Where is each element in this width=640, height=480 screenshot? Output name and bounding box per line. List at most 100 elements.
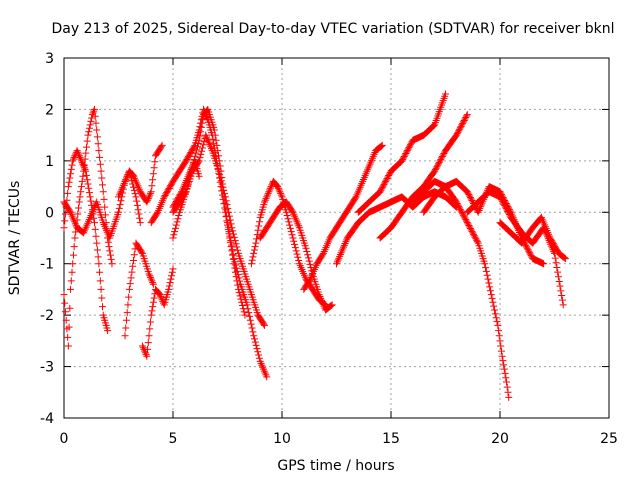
data-point xyxy=(291,244,299,252)
data-point xyxy=(248,256,256,264)
data-point xyxy=(142,351,150,359)
data-point xyxy=(157,294,165,302)
data-point xyxy=(255,351,263,359)
data-point xyxy=(438,154,446,162)
data-point xyxy=(144,196,152,204)
data-point xyxy=(88,111,96,119)
data-point xyxy=(454,201,462,209)
data-point xyxy=(470,232,478,240)
data-point xyxy=(295,257,303,264)
data-point xyxy=(266,184,274,192)
data-point xyxy=(247,260,255,268)
data-point xyxy=(229,227,237,235)
data-point xyxy=(218,180,226,188)
data-point xyxy=(158,141,166,149)
data-point xyxy=(382,176,390,184)
data-point xyxy=(385,172,393,180)
x-tick-label: 0 xyxy=(60,431,69,447)
data-point xyxy=(250,335,258,343)
data-point xyxy=(129,183,137,191)
data-point xyxy=(115,204,123,212)
data-point xyxy=(456,124,464,132)
data-point xyxy=(221,193,229,201)
data-point xyxy=(229,250,237,258)
data-point xyxy=(261,321,269,329)
data-point xyxy=(492,314,500,322)
data-point xyxy=(122,316,130,324)
x-tick-label: 20 xyxy=(491,431,509,447)
data-point xyxy=(65,178,73,186)
data-point xyxy=(73,147,81,155)
data-point xyxy=(93,239,101,247)
data-point xyxy=(452,131,460,139)
data-point xyxy=(105,243,113,251)
data-point xyxy=(497,342,505,350)
data-point xyxy=(505,393,513,401)
data-point xyxy=(75,150,83,158)
data-point xyxy=(96,277,104,285)
data-point xyxy=(327,302,335,309)
data-point xyxy=(306,260,314,268)
data-point xyxy=(384,173,392,181)
data-point xyxy=(77,188,85,196)
data-point xyxy=(115,208,122,216)
data-point xyxy=(195,136,203,144)
data-point xyxy=(197,150,205,158)
data-point xyxy=(193,146,201,154)
data-point xyxy=(104,238,112,246)
data-point xyxy=(83,143,91,151)
y-tick-label: -1 xyxy=(40,257,54,273)
data-point xyxy=(263,373,271,381)
data-point xyxy=(430,122,438,130)
data-point xyxy=(561,255,569,263)
data-point xyxy=(304,251,312,259)
data-point xyxy=(482,264,490,272)
data-point xyxy=(468,227,476,235)
data-point xyxy=(500,361,508,369)
data-point xyxy=(138,342,146,350)
data-point xyxy=(483,271,491,279)
data-point xyxy=(377,186,385,194)
y-tick-label: -4 xyxy=(40,411,54,427)
data-point xyxy=(96,268,104,276)
data-point xyxy=(378,183,386,191)
data-point xyxy=(457,207,465,215)
data-point xyxy=(228,224,236,232)
data-point xyxy=(377,143,385,151)
data-point xyxy=(232,261,240,269)
data-point xyxy=(195,172,203,180)
data-point xyxy=(149,280,157,288)
data-point xyxy=(305,257,313,265)
data-point xyxy=(381,179,389,187)
data-point xyxy=(472,235,480,243)
data-series xyxy=(60,90,569,401)
data-point xyxy=(491,310,499,318)
data-point xyxy=(93,126,101,134)
data-point xyxy=(240,308,248,316)
data-point xyxy=(128,268,136,276)
data-point xyxy=(555,277,563,285)
data-point xyxy=(61,217,69,225)
data-point xyxy=(85,184,93,192)
data-point xyxy=(85,128,93,136)
data-point xyxy=(80,161,88,169)
data-point xyxy=(460,213,468,221)
data-point xyxy=(455,127,463,135)
series-sat-6 xyxy=(138,265,177,360)
data-point xyxy=(84,131,92,139)
series-sat-20 xyxy=(496,213,569,263)
data-point xyxy=(60,291,68,299)
data-point xyxy=(505,209,513,217)
data-point xyxy=(139,344,147,352)
data-point xyxy=(68,268,76,276)
data-point xyxy=(198,144,206,152)
data-point xyxy=(108,260,116,268)
data-point xyxy=(402,150,410,158)
data-point xyxy=(225,212,233,220)
series-sat-5 xyxy=(121,239,157,340)
data-point xyxy=(502,374,510,382)
data-point xyxy=(459,119,467,127)
data-point xyxy=(87,117,95,125)
data-point xyxy=(285,218,293,226)
data-point xyxy=(249,328,257,336)
